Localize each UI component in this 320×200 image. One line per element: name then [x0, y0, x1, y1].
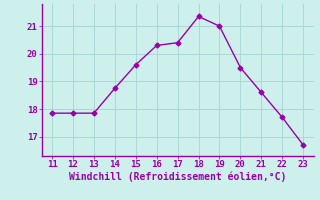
X-axis label: Windchill (Refroidissement éolien,°C): Windchill (Refroidissement éolien,°C)	[69, 172, 286, 182]
